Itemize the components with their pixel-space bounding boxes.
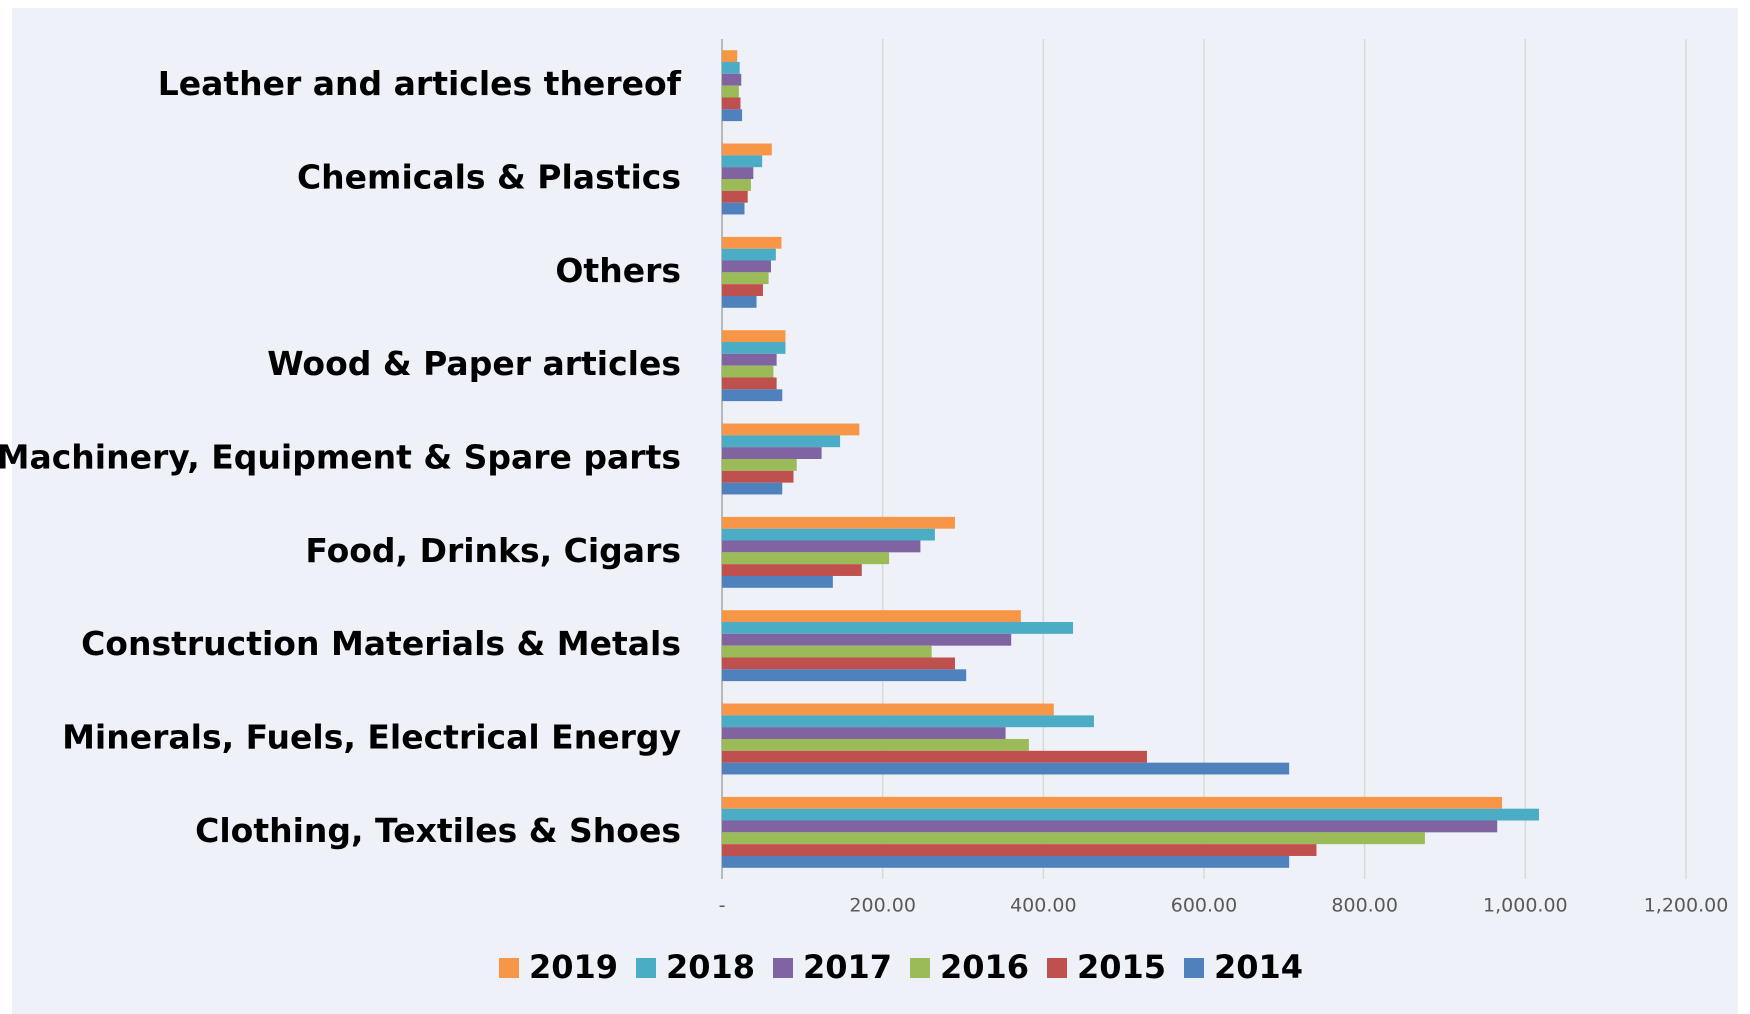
x-tick-label: 600.00 <box>1171 895 1237 917</box>
bar <box>722 85 739 98</box>
category-label: Construction Materials & Metals <box>81 624 681 663</box>
x-tick-label: 200.00 <box>849 895 915 917</box>
legend-label: 2014 <box>1214 948 1303 986</box>
bar <box>722 435 841 448</box>
bar <box>722 155 763 168</box>
bar <box>722 97 741 110</box>
category-label: Minerals, Fuels, Electrical Energy <box>62 718 681 757</box>
bar <box>722 540 921 553</box>
bar <box>722 342 786 354</box>
bar <box>722 727 1006 739</box>
bar <box>722 423 860 436</box>
bar <box>722 528 935 541</box>
bar <box>722 353 777 366</box>
bar <box>722 750 1147 763</box>
bar <box>722 167 754 179</box>
bar <box>722 143 772 156</box>
legend-swatch <box>1184 958 1204 978</box>
bar <box>722 260 772 273</box>
legend-label: 2016 <box>940 948 1029 986</box>
x-tick-label: 400.00 <box>1010 895 1076 917</box>
bar <box>722 715 1094 728</box>
bar <box>722 389 783 402</box>
legend-label: 2018 <box>666 948 755 986</box>
category-label: Clothing, Textiles & Shoes <box>195 811 681 850</box>
bar <box>722 645 932 658</box>
bar <box>722 762 1290 775</box>
bar <box>722 50 738 63</box>
legend-swatch <box>636 958 656 978</box>
bar <box>722 808 1539 821</box>
category-label: Food, Drinks, Cigars <box>305 531 681 570</box>
bar <box>722 739 1029 751</box>
bar <box>722 202 745 215</box>
bar <box>722 109 743 122</box>
x-tick-label: - <box>719 895 726 917</box>
bar <box>722 62 740 74</box>
bar <box>722 284 763 296</box>
bar <box>722 855 1290 868</box>
bar <box>722 703 1054 716</box>
category-label: Chemicals & Plastics <box>297 158 681 197</box>
bar <box>722 657 955 670</box>
legend-label: 2015 <box>1077 948 1166 986</box>
x-tick-label: 800.00 <box>1331 895 1397 917</box>
x-tick-label: 1,200.00 <box>1644 895 1729 917</box>
bar <box>722 796 1503 809</box>
category-label: Machinery, Equipment & Spare parts <box>0 438 681 477</box>
bar <box>722 330 786 343</box>
bar <box>722 272 769 285</box>
category-label: Leather and articles thereof <box>158 64 682 103</box>
bar <box>722 190 748 203</box>
bar <box>722 459 797 471</box>
bar <box>722 633 1012 646</box>
legend-label: 2017 <box>803 948 892 986</box>
bar <box>722 622 1074 634</box>
bar <box>722 179 751 191</box>
legend-swatch <box>773 958 793 978</box>
bar <box>722 295 757 308</box>
bar <box>722 470 794 483</box>
bar <box>722 236 782 249</box>
bar <box>722 365 774 378</box>
bar <box>722 610 1021 623</box>
bar <box>722 248 776 261</box>
legend-swatch <box>499 958 519 978</box>
bar <box>722 669 967 682</box>
bar <box>722 832 1425 845</box>
category-label: Wood & Paper articles <box>267 344 681 383</box>
bar <box>722 552 890 565</box>
bar <box>722 447 822 459</box>
bar <box>722 482 783 495</box>
x-tick-label: 1,000.00 <box>1483 895 1568 917</box>
bar <box>722 575 833 588</box>
bar <box>722 377 777 390</box>
bar <box>722 73 742 86</box>
bar <box>722 516 955 529</box>
bar <box>722 820 1498 833</box>
category-label: Others <box>555 251 681 290</box>
legend-swatch <box>910 958 930 978</box>
legend-swatch <box>1047 958 1067 978</box>
bar <box>722 844 1317 856</box>
bar <box>722 564 862 576</box>
legend-label: 2019 <box>529 948 618 986</box>
